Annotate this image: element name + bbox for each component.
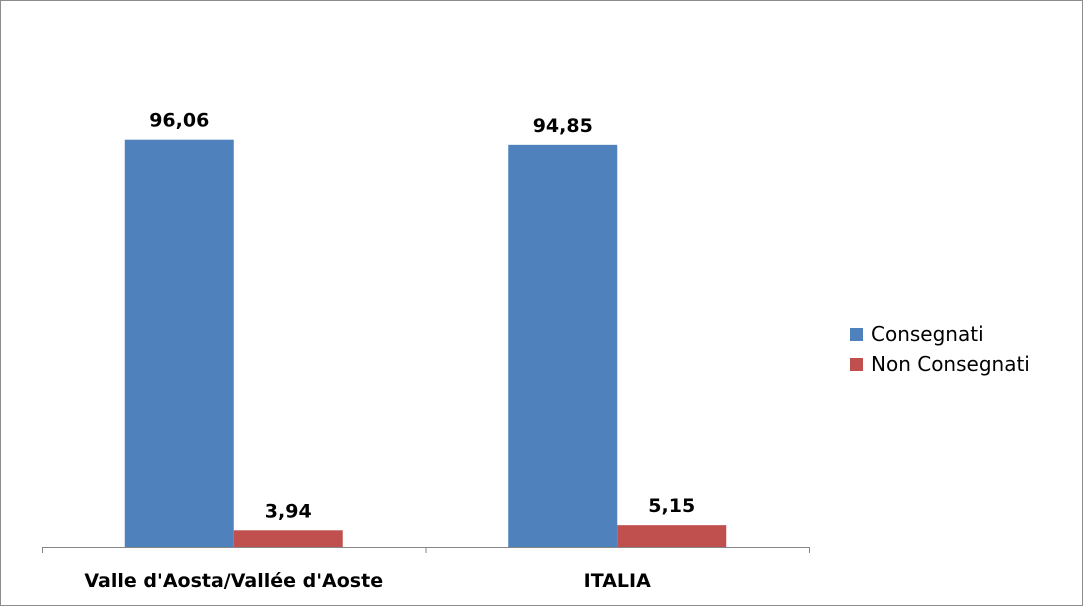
category-label-valle-d-aosta-vallee-d-aoste: Valle d'Aosta/Vallée d'Aoste — [84, 570, 383, 592]
x-axis: Valle d'Aosta/Vallée d'Aoste ITALIA — [42, 547, 810, 592]
legend-item-non-consegnati: Non Consegnati — [850, 349, 1030, 379]
legend-item-consegnati: Consegnati — [850, 319, 1030, 349]
legend-label-non-consegnati: Non Consegnati — [871, 352, 1030, 376]
bar-non-consegnati-valle-d-aosta-vallee-d-aoste — [233, 530, 343, 547]
bar-consegnati-italia — [508, 144, 618, 547]
bars-layer — [124, 139, 727, 547]
bar-non-consegnati-italia — [617, 525, 727, 547]
legend-swatch-non-consegnati — [850, 357, 863, 371]
legend-label-consegnati: Consegnati — [871, 322, 984, 346]
data-label-consegnati-valle-d-aosta-vallee-d-aoste: 96,06 — [149, 110, 209, 132]
legend-swatch-consegnati — [850, 327, 863, 341]
category-label-italia: ITALIA — [584, 570, 651, 592]
data-label-non-consegnati-valle-d-aosta-vallee-d-aoste: 3,94 — [265, 500, 312, 522]
data-label-consegnati-italia: 94,85 — [533, 115, 593, 137]
data-labels-layer: 96,06 3,94 94,85 5,15 — [149, 110, 695, 523]
legend: Consegnati Non Consegnati — [850, 319, 1030, 379]
bar-consegnati-valle-d-aosta-vallee-d-aoste — [124, 139, 234, 547]
data-label-non-consegnati-italia: 5,15 — [648, 495, 695, 517]
